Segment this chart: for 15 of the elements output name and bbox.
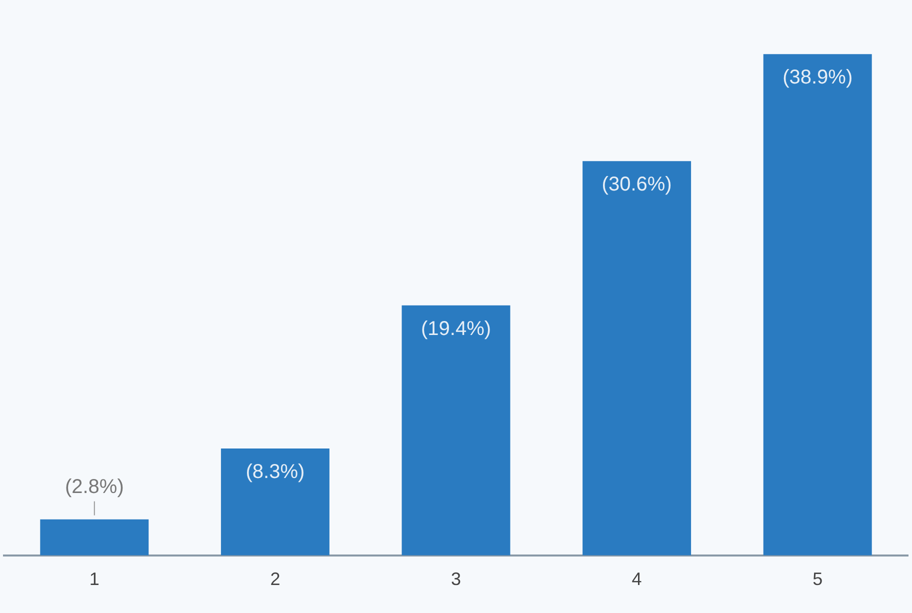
bar: [582, 161, 692, 556]
bar: [402, 305, 510, 556]
x-tick-label: 3: [450, 569, 462, 590]
data-label: (2.8%): [64, 476, 124, 498]
x-tick-label: 4: [632, 569, 642, 590]
bar: [40, 519, 149, 556]
bar: [763, 54, 872, 556]
x-tick-label: 5: [812, 569, 823, 590]
data-label: (19.4%): [420, 318, 492, 340]
bar: [220, 448, 330, 556]
x-tick-label: 1: [89, 569, 100, 590]
data-label: (8.3%): [246, 460, 305, 483]
data-label: (30.6%): [602, 174, 672, 196]
x-tick-label: 2: [270, 569, 280, 590]
data-label: (38.9%): [782, 66, 853, 89]
